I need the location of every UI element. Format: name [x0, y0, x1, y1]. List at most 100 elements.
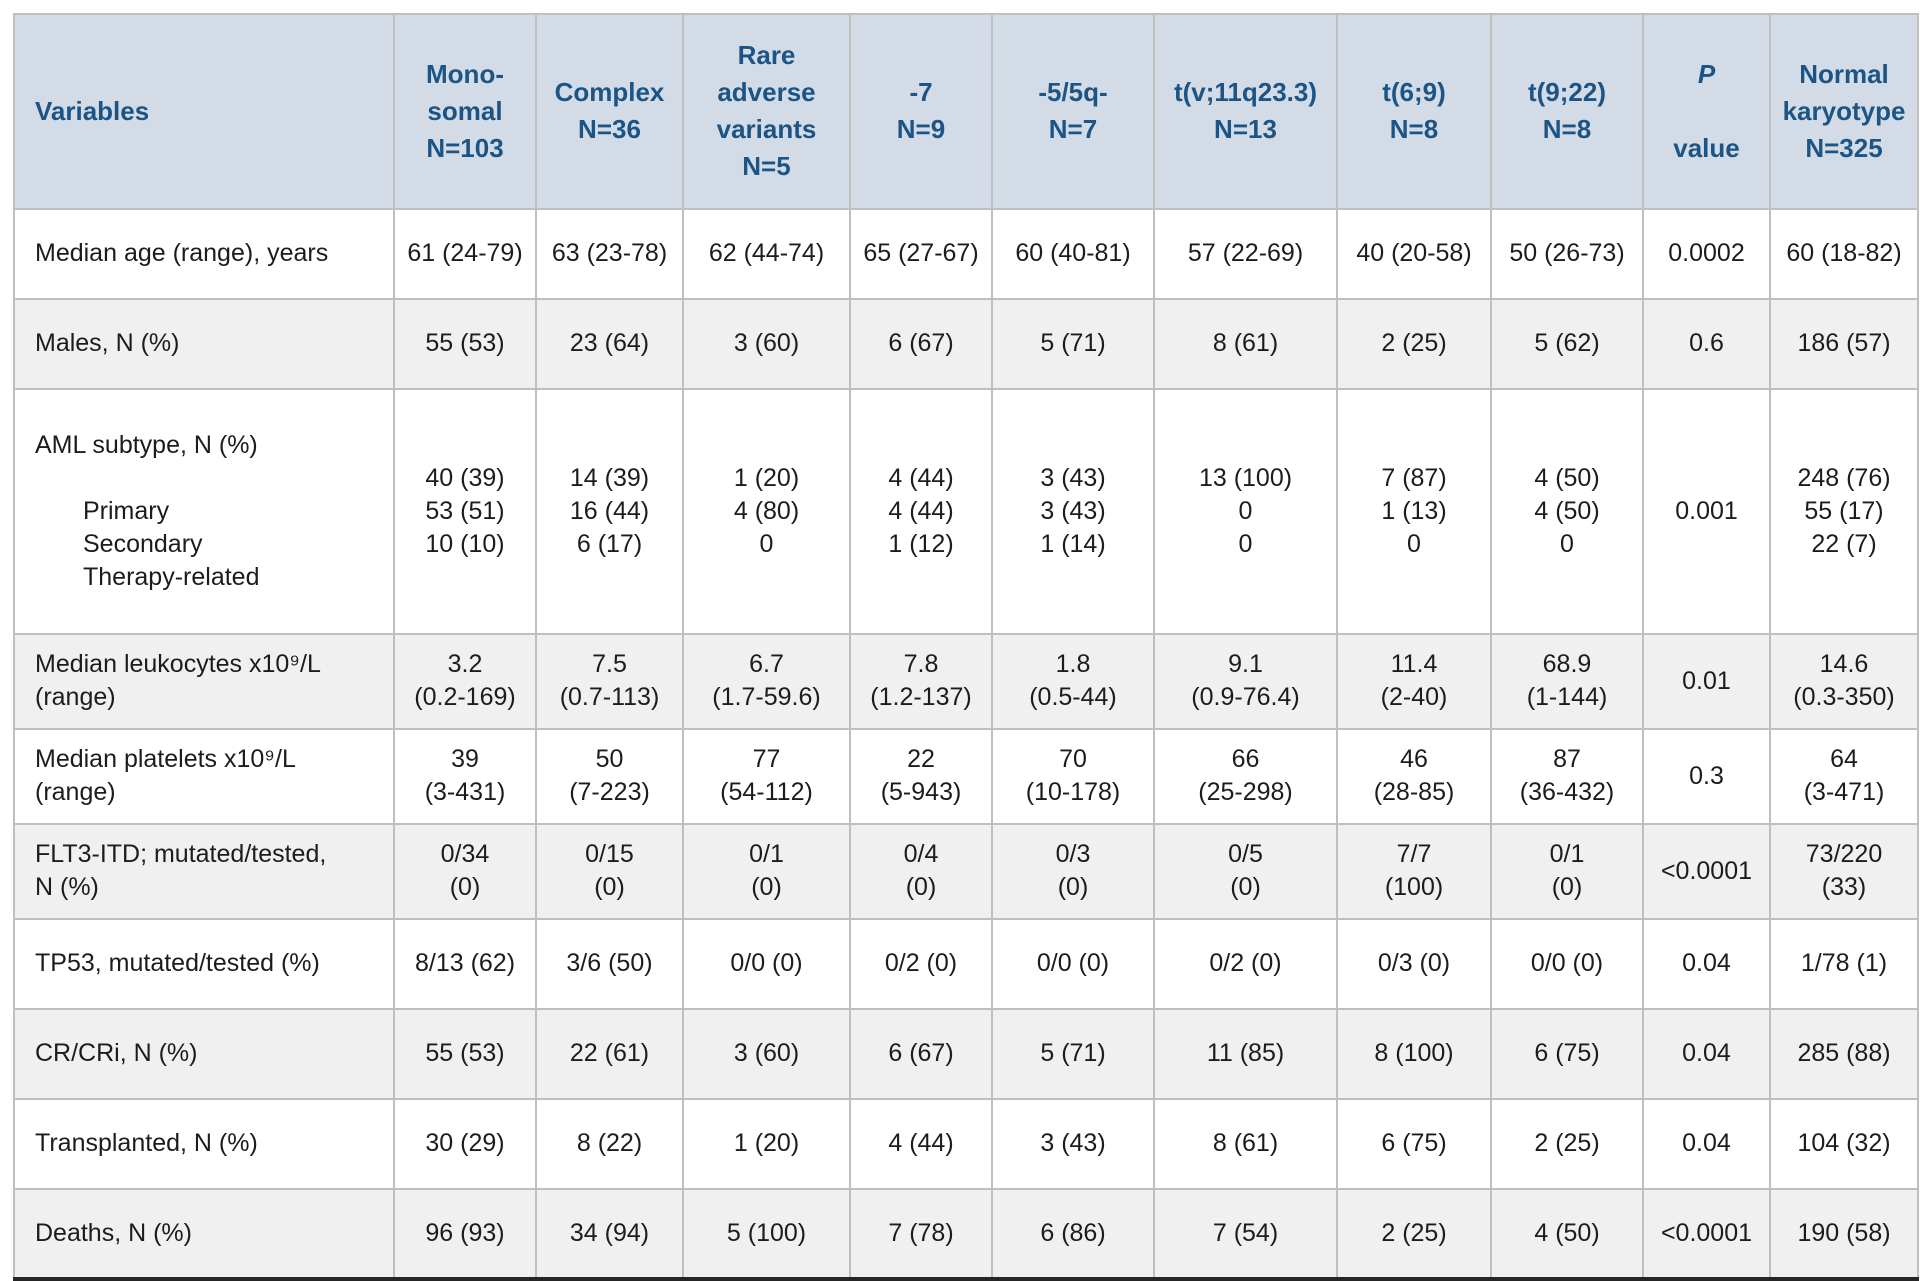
column-header-t-v-11q23-3: t(v;11q23.3) N=13 — [1153, 13, 1338, 210]
column-header-normal-karyotype: Normal karyotype N=325 — [1769, 13, 1919, 210]
value-cell: 1/78 (1) — [1769, 917, 1919, 1010]
value-cell: 77 (54-112) — [682, 727, 851, 825]
header-row: Variables Mono- somal N=103 Complex N=36… — [13, 13, 1919, 210]
value-cell: 60 (18-82) — [1769, 207, 1919, 300]
value-cell: 6 (75) — [1490, 1007, 1644, 1100]
value-cell: 50 (26-73) — [1490, 207, 1644, 300]
p-value-cell: 0.001 — [1642, 387, 1771, 635]
value-cell: 1 (20) 4 (80) 0 — [682, 387, 851, 635]
value-cell: 70 (10-178) — [991, 727, 1155, 825]
value-cell: 63 (23-78) — [535, 207, 684, 300]
value-cell: 46 (28-85) — [1336, 727, 1492, 825]
table-row-cr-cri: CR/CRi, N (%) 55 (53) 22 (61) 3 (60) 6 (… — [13, 1007, 1919, 1100]
value-cell: 57 (22-69) — [1153, 207, 1338, 300]
value-cell: 14 (39) 16 (44) 6 (17) — [535, 387, 684, 635]
value-cell: 5 (71) — [991, 297, 1155, 390]
value-cell: 7.8 (1.2-137) — [849, 632, 993, 730]
value-cell: 2 (25) — [1336, 1187, 1492, 1280]
value-cell: 3/6 (50) — [535, 917, 684, 1010]
value-cell: 7 (87) 1 (13) 0 — [1336, 387, 1492, 635]
value-cell: 0/34 (0) — [393, 822, 537, 920]
value-cell: 0/3 (0) — [1336, 917, 1492, 1010]
value-cell: 3.2 (0.2-169) — [393, 632, 537, 730]
value-cell: 0/2 (0) — [849, 917, 993, 1010]
value-cell: 23 (64) — [535, 297, 684, 390]
value-cell: 22 (61) — [535, 1007, 684, 1100]
value-cell: 40 (20-58) — [1336, 207, 1492, 300]
row-label-flt3-itd: FLT3-ITD; mutated/tested, N (%) — [13, 822, 395, 920]
value-cell: 1 (20) — [682, 1097, 851, 1190]
value-cell: 55 (53) — [393, 297, 537, 390]
value-cell: 3 (43) 3 (43) 1 (14) — [991, 387, 1155, 635]
p-symbol: P — [1697, 58, 1716, 89]
value-cell: 50 (7-223) — [535, 727, 684, 825]
row-label-aml-subtype: AML subtype, N (%) Primary Secondary The… — [13, 387, 395, 635]
karyotype-characteristics-table: Variables Mono- somal N=103 Complex N=36… — [13, 13, 1919, 1281]
value-cell: 68.9 (1-144) — [1490, 632, 1644, 730]
value-cell: 7.5 (0.7-113) — [535, 632, 684, 730]
aml-subtype-title: AML subtype, N (%) — [35, 430, 258, 459]
value-cell: 6 (86) — [991, 1187, 1155, 1280]
value-cell: 11 (85) — [1153, 1007, 1338, 1100]
table-body: Median age (range), years 61 (24-79) 63 … — [13, 207, 1919, 1280]
value-cell: 186 (57) — [1769, 297, 1919, 390]
value-cell: 6 (67) — [849, 297, 993, 390]
value-cell: 3 (60) — [682, 297, 851, 390]
value-cell: 2 (25) — [1490, 1097, 1644, 1190]
row-label-cr-cri: CR/CRi, N (%) — [13, 1007, 395, 1100]
column-header-rare-adverse-variants: Rare adverse variants N=5 — [682, 13, 851, 210]
table-row-males: Males, N (%) 55 (53) 23 (64) 3 (60) 6 (6… — [13, 297, 1919, 390]
karyotype-characteristics-table-container: Variables Mono- somal N=103 Complex N=36… — [13, 13, 1919, 1281]
value-cell: 11.4 (2-40) — [1336, 632, 1492, 730]
value-cell: 8 (61) — [1153, 297, 1338, 390]
row-label-tp53: TP53, mutated/tested (%) — [13, 917, 395, 1010]
value-cell: 4 (44) — [849, 1097, 993, 1190]
table-row-aml-subtype: AML subtype, N (%) Primary Secondary The… — [13, 387, 1919, 635]
value-cell: 0/2 (0) — [1153, 917, 1338, 1010]
column-header-t-9-22: t(9;22) N=8 — [1490, 13, 1644, 210]
value-cell: 9.1 (0.9-76.4) — [1153, 632, 1338, 730]
table-header: Variables Mono- somal N=103 Complex N=36… — [13, 13, 1919, 210]
p-value-cell: 0.3 — [1642, 727, 1771, 825]
value-cell: 3 (60) — [682, 1007, 851, 1100]
p-value-cell: 0.01 — [1642, 632, 1771, 730]
column-header-variables: Variables — [13, 13, 395, 210]
value-cell: 8/13 (62) — [393, 917, 537, 1010]
column-header-complex: Complex N=36 — [535, 13, 684, 210]
value-cell: 87 (36-432) — [1490, 727, 1644, 825]
value-cell: 0/0 (0) — [1490, 917, 1644, 1010]
value-cell: 0/1 (0) — [682, 822, 851, 920]
value-cell: 1.8 (0.5-44) — [991, 632, 1155, 730]
column-header-minus-5-5q: -5/5q- N=7 — [991, 13, 1155, 210]
value-cell: 7 (54) — [1153, 1187, 1338, 1280]
p-value-cell: 0.04 — [1642, 917, 1771, 1010]
value-cell: 7 (78) — [849, 1187, 993, 1280]
p-value-cell: <0.0001 — [1642, 1187, 1771, 1280]
p-value-cell: 0.0002 — [1642, 207, 1771, 300]
p-value-cell: <0.0001 — [1642, 822, 1771, 920]
value-cell: 285 (88) — [1769, 1007, 1919, 1100]
value-cell: 6.7 (1.7-59.6) — [682, 632, 851, 730]
value-cell: 0/5 (0) — [1153, 822, 1338, 920]
value-cell: 0/4 (0) — [849, 822, 993, 920]
value-cell: 62 (44-74) — [682, 207, 851, 300]
value-cell: 22 (5-943) — [849, 727, 993, 825]
column-header-minus-7: -7 N=9 — [849, 13, 993, 210]
value-cell: 14.6 (0.3-350) — [1769, 632, 1919, 730]
value-cell: 0/15 (0) — [535, 822, 684, 920]
value-cell: 8 (61) — [1153, 1097, 1338, 1190]
table-row-flt3-itd: FLT3-ITD; mutated/tested, N (%) 0/34 (0)… — [13, 822, 1919, 920]
value-cell: 0/0 (0) — [991, 917, 1155, 1010]
value-cell: 5 (62) — [1490, 297, 1644, 390]
value-cell: 61 (24-79) — [393, 207, 537, 300]
table-row-tp53: TP53, mutated/tested (%) 8/13 (62) 3/6 (… — [13, 917, 1919, 1010]
value-cell: 7/7 (100) — [1336, 822, 1492, 920]
value-cell: 55 (53) — [393, 1007, 537, 1100]
value-cell: 190 (58) — [1769, 1187, 1919, 1280]
column-header-t-6-9: t(6;9) N=8 — [1336, 13, 1492, 210]
value-cell: 65 (27-67) — [849, 207, 993, 300]
p-value-cell: 0.6 — [1642, 297, 1771, 390]
value-cell: 4 (50) 4 (50) 0 — [1490, 387, 1644, 635]
value-cell: 104 (32) — [1769, 1097, 1919, 1190]
p-value-cell: 0.04 — [1642, 1007, 1771, 1100]
